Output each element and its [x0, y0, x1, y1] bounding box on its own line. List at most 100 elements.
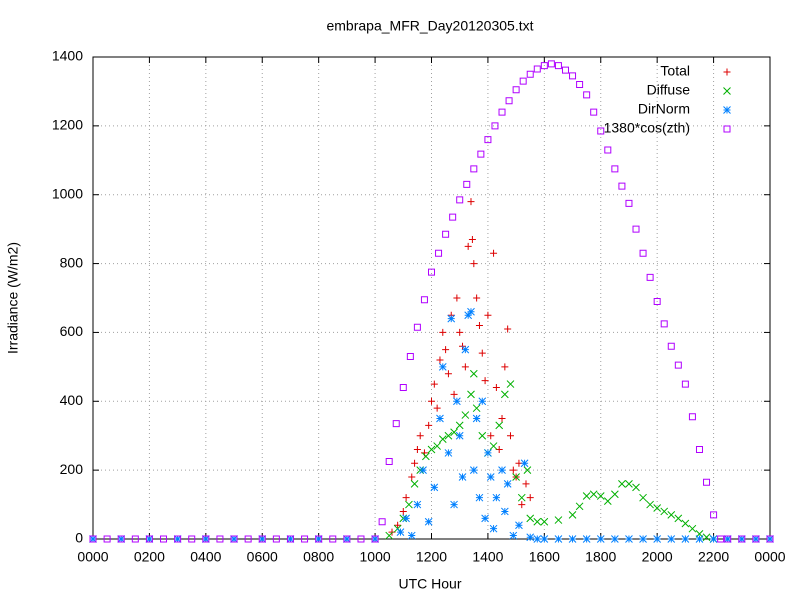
data-point	[688, 413, 696, 421]
data-point	[201, 535, 210, 543]
data-point	[411, 459, 419, 467]
data-point	[436, 356, 444, 364]
data-point	[428, 268, 435, 276]
data-point	[405, 500, 413, 509]
data-point	[444, 431, 453, 440]
data-point	[506, 432, 514, 440]
data-point	[444, 370, 452, 378]
x-tick-label: 0200	[134, 549, 165, 565]
legend-label: Total	[660, 63, 690, 79]
data-point	[442, 230, 450, 238]
data-point	[473, 294, 481, 302]
data-point	[378, 518, 386, 526]
data-point	[410, 480, 419, 488]
data-point	[413, 500, 422, 509]
data-point	[540, 517, 549, 526]
data-point	[469, 369, 478, 378]
data-point	[371, 535, 379, 543]
data-point	[512, 86, 520, 94]
y-tick-label: 1200	[52, 117, 83, 133]
data-point	[506, 380, 515, 388]
data-point	[467, 390, 475, 399]
data-point	[597, 127, 605, 135]
data-point	[467, 198, 475, 206]
data-point	[357, 535, 365, 543]
data-point	[575, 502, 584, 511]
data-point	[472, 404, 481, 413]
data-point	[315, 535, 323, 543]
data-point	[433, 404, 441, 412]
data-point	[526, 533, 535, 542]
data-point	[533, 65, 541, 73]
data-point	[681, 535, 690, 543]
data-point	[131, 535, 139, 543]
data-point	[396, 528, 405, 536]
x-tick-label: 1600	[529, 549, 560, 565]
data-point	[611, 490, 619, 499]
data-point	[596, 535, 605, 543]
data-point	[522, 480, 530, 488]
data-point	[449, 213, 457, 221]
y-tick-label: 1000	[52, 185, 83, 201]
x-tick-label: 1400	[472, 549, 503, 565]
data-point	[681, 519, 690, 528]
x-tick-label: 0800	[303, 549, 334, 565]
data-point	[230, 535, 238, 543]
legend-label: Diffuse	[647, 82, 691, 98]
data-point	[371, 535, 379, 543]
data-point	[766, 535, 774, 543]
data-point	[568, 535, 577, 543]
data-point	[681, 380, 689, 388]
data-point	[413, 323, 421, 331]
data-point	[509, 531, 518, 540]
data-point	[509, 466, 517, 474]
legend-marker	[723, 106, 731, 114]
data-point	[430, 380, 438, 388]
data-point	[478, 349, 486, 357]
data-point	[526, 70, 534, 78]
data-point	[439, 328, 447, 336]
data-point	[385, 458, 393, 466]
data-point	[216, 535, 224, 543]
data-point	[625, 535, 633, 543]
data-point	[515, 521, 523, 530]
data-point	[416, 432, 424, 440]
data-point	[450, 428, 458, 437]
data-point	[475, 493, 484, 502]
x-tick-label: 1800	[585, 549, 616, 565]
x-tick-label: 0400	[190, 549, 221, 565]
data-point	[660, 320, 668, 328]
data-point	[399, 384, 407, 392]
data-point	[455, 421, 464, 430]
data-point	[202, 535, 210, 543]
data-point	[427, 445, 436, 454]
data-point	[301, 535, 309, 543]
data-point	[145, 535, 154, 543]
x-tick-label: 1000	[360, 549, 391, 565]
data-point	[406, 353, 414, 361]
data-point	[667, 511, 676, 519]
data-point	[561, 66, 569, 74]
data-point	[425, 421, 433, 429]
data-point	[569, 72, 577, 80]
data-point	[272, 535, 280, 543]
data-point	[660, 507, 669, 516]
data-point	[505, 97, 513, 105]
y-tick-label: 400	[60, 392, 84, 408]
data-point	[455, 431, 464, 440]
data-point	[433, 442, 441, 450]
data-point	[329, 535, 337, 543]
data-point	[463, 180, 471, 188]
y-tick-label: 0	[75, 530, 83, 546]
data-point	[436, 414, 444, 423]
data-point	[489, 524, 498, 533]
data-point	[568, 511, 577, 519]
data-point	[408, 473, 416, 481]
data-point	[695, 445, 703, 453]
data-point	[424, 517, 433, 526]
data-point	[487, 432, 495, 440]
y-tick-label: 800	[60, 254, 84, 270]
data-point	[540, 535, 549, 543]
data-point	[554, 535, 563, 543]
data-point	[103, 535, 111, 543]
